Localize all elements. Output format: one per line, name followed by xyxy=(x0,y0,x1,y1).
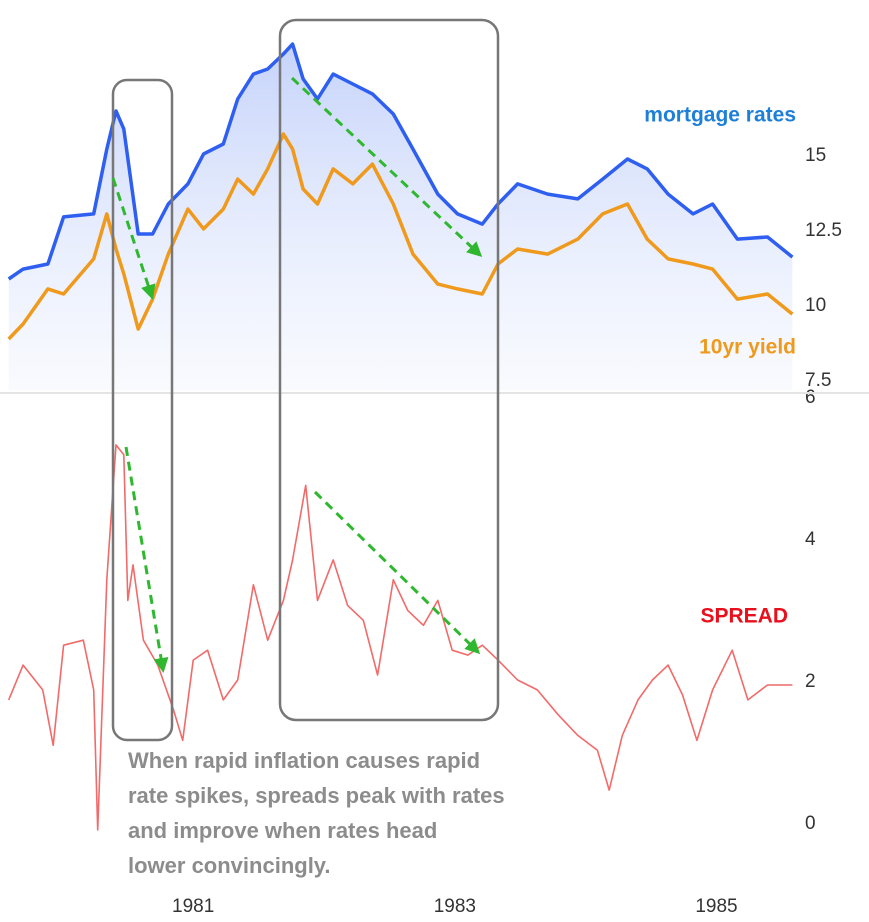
highlight-box xyxy=(278,18,500,722)
y-tick-label: 6 xyxy=(805,387,816,408)
plot-layer: 7.5 10 12.5 15 0 2 4 6 1981 1983 1985 xyxy=(7,42,842,917)
series-line xyxy=(7,132,794,341)
y-tick-label: 7.5 xyxy=(805,370,831,391)
x-tick-label: 1985 xyxy=(695,896,737,917)
legend-label: mortgage rates xyxy=(644,104,796,127)
annotation-line: lower convincingly. xyxy=(128,853,331,878)
legend-label: SPREAD xyxy=(700,605,788,628)
y-tick-label: 15 xyxy=(805,145,826,166)
series-line xyxy=(7,444,793,831)
x-tick-label: 1983 xyxy=(434,896,476,917)
trend-arrow xyxy=(111,177,156,300)
annotation-line: When rapid inflation causes rapid xyxy=(128,748,480,773)
highlight-box xyxy=(111,78,174,742)
y-tick-label: 10 xyxy=(805,295,826,316)
trend-arrow xyxy=(124,446,169,673)
x-tick-label: 1981 xyxy=(172,896,214,917)
legend-label: 10yr yield xyxy=(699,336,796,359)
area-fill xyxy=(8,44,793,390)
trend-arrow xyxy=(313,490,481,655)
annotation-line: rate spikes, spreads peak with rates xyxy=(128,783,505,808)
y-tick-label: 4 xyxy=(805,529,816,550)
annotation-line: and improve when rates head xyxy=(128,818,437,843)
series-line xyxy=(7,42,794,281)
trend-arrows xyxy=(111,76,483,673)
trend-arrow xyxy=(290,76,483,258)
y-tick-label: 12.5 xyxy=(805,220,842,241)
y-tick-label: 2 xyxy=(805,671,816,692)
y-tick-label: 0 xyxy=(805,813,816,834)
